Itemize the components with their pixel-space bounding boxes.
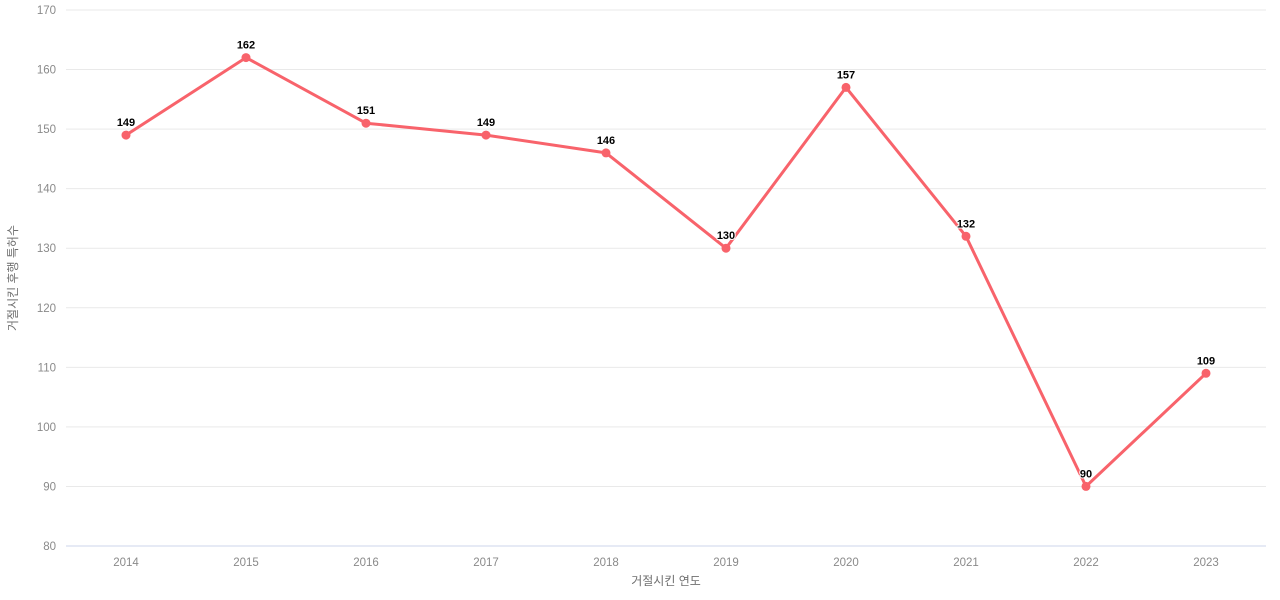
y-tick-label: 130 bbox=[37, 243, 56, 255]
x-tick-label: 2022 bbox=[1073, 557, 1099, 569]
x-tick-label: 2019 bbox=[713, 557, 739, 569]
data-point-label: 162 bbox=[237, 40, 255, 52]
data-point-label: 149 bbox=[117, 117, 135, 129]
y-tick-label: 90 bbox=[43, 481, 56, 493]
x-tick-label: 2018 bbox=[593, 557, 619, 569]
data-point-label: 146 bbox=[597, 135, 615, 147]
data-point[interactable] bbox=[121, 130, 131, 140]
y-tick-label: 80 bbox=[43, 541, 56, 553]
data-point[interactable] bbox=[1201, 368, 1211, 378]
series-group bbox=[121, 53, 1211, 491]
x-tick-label: 2017 bbox=[473, 557, 499, 569]
data-point[interactable] bbox=[361, 118, 371, 128]
data-point[interactable] bbox=[721, 243, 731, 253]
x-tick-label: 2015 bbox=[233, 557, 259, 569]
y-tick-label: 100 bbox=[37, 422, 56, 434]
data-point[interactable] bbox=[481, 130, 491, 140]
y-tick-label: 110 bbox=[38, 362, 56, 374]
data-point[interactable] bbox=[961, 231, 971, 241]
data-point-label: 130 bbox=[717, 230, 735, 242]
data-point[interactable] bbox=[601, 148, 611, 158]
y-tick-label: 120 bbox=[37, 303, 56, 315]
y-tick-label: 140 bbox=[37, 184, 56, 196]
x-tick-label: 2023 bbox=[1193, 557, 1219, 569]
y-axis-title: 거절시킨 후행 특허수 bbox=[5, 225, 20, 331]
data-point-label: 132 bbox=[957, 218, 975, 230]
data-point-label: 151 bbox=[357, 105, 375, 117]
data-point-label: 157 bbox=[837, 69, 855, 81]
x-tick-label: 2020 bbox=[833, 557, 859, 569]
data-point[interactable] bbox=[1081, 481, 1091, 491]
data-labels: 149 162 151 149 146 130 157 132 90 109 bbox=[116, 39, 1216, 482]
x-tick-label: 2021 bbox=[953, 557, 979, 569]
y-tick-label: 160 bbox=[37, 65, 56, 77]
data-point-label: 149 bbox=[477, 117, 495, 129]
gridlines bbox=[66, 9, 1266, 547]
x-tick-label: 2016 bbox=[353, 557, 379, 569]
y-tick-label: 150 bbox=[37, 124, 56, 136]
data-point[interactable] bbox=[841, 82, 851, 92]
series-line bbox=[124, 56, 1208, 488]
y-axis-tick-labels: 80 90 100 110 120 130 140 150 160 170 bbox=[37, 5, 56, 553]
x-axis-title: 거절시킨 연도 bbox=[631, 574, 701, 588]
x-tick-label: 2014 bbox=[113, 557, 139, 569]
data-point[interactable] bbox=[241, 53, 251, 63]
x-axis-tick-labels: 2014 2015 2016 2017 2018 2019 2020 2021 2022 2023 bbox=[113, 557, 1219, 569]
y-tick-label: 170 bbox=[37, 5, 56, 17]
data-point-label: 90 bbox=[1080, 468, 1092, 480]
data-point-label: 109 bbox=[1197, 355, 1215, 367]
